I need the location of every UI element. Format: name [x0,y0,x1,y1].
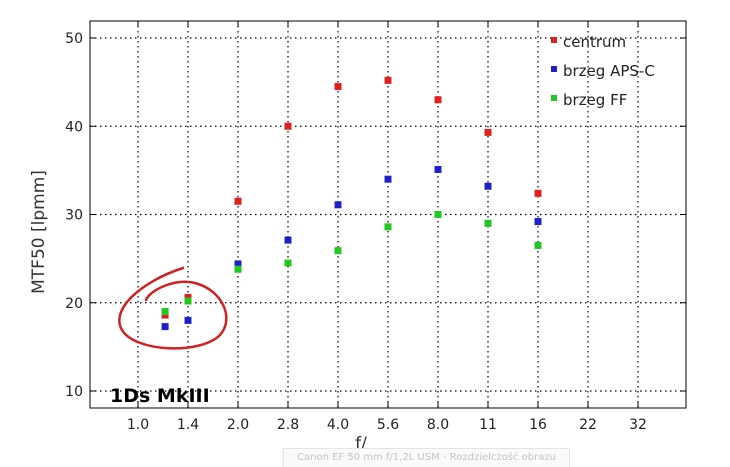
data-point [284,122,292,130]
legend: centrum brzeg APS-C brzeg FF [551,33,655,109]
data-point [334,247,342,255]
legend-marker [551,66,557,72]
legend-label: brzeg FF [563,91,627,109]
y-tick-label: 50 [65,31,83,47]
x-tick-label: 16 [529,417,547,433]
data-point [484,219,492,227]
y-axis-title: MTF50 [lpmm] [29,170,49,294]
camera-label: 1Ds MkIII [110,385,210,407]
x-tick-label: 8.0 [427,417,449,433]
data-point [334,83,342,91]
data-point [161,308,169,316]
y-axis: 10 20 30 40 50 [65,31,686,400]
image-caption: Canon EF 50 mm f/1,2L USM - Rozdzielczoś… [283,448,570,467]
x-tick-label: 2.0 [227,417,249,433]
data-point [384,175,392,183]
x-tick-label: 1.0 [127,417,149,433]
data-point [184,297,192,305]
y-tick-label: 30 [65,208,83,224]
x-tick-label: 32 [629,417,647,433]
data-point [534,241,542,249]
data-point [234,265,242,273]
legend-marker [551,95,557,101]
data-point [161,311,169,319]
plot-area [89,20,687,409]
legend-label: brzeg APS-C [563,62,655,80]
x-tick-label: 11 [479,417,497,433]
data-point [284,236,292,244]
data-point [184,293,192,301]
highlight-circle [118,266,228,350]
y-tick-label: 20 [65,296,83,312]
x-tick-label: 1.4 [177,417,199,433]
data-points [161,76,542,331]
data-point [484,182,492,190]
x-axis-title: f/ [355,434,367,454]
data-point [234,197,242,205]
x-tick-label: 5.6 [377,417,399,433]
x-axis: 1.0 1.4 2.0 2.8 4.0 5.6 8.0 11 16 22 32 [127,21,647,433]
data-point [161,323,169,331]
y-tick-label: 40 [65,119,83,135]
data-point [384,223,392,231]
data-point [434,211,442,218]
data-point [534,189,542,197]
data-point [184,316,192,324]
x-tick-label: 22 [579,417,597,433]
x-tick-label: 2.8 [277,417,299,433]
data-point [384,76,392,84]
data-point [434,165,442,173]
data-point [334,201,342,209]
y-tick-label: 10 [65,384,83,400]
data-point [284,259,292,267]
data-point [534,218,542,226]
data-point [234,260,242,268]
legend-marker [551,37,557,43]
data-point [484,128,492,136]
legend-label: centrum [563,33,626,51]
x-tick-label: 4.0 [327,417,349,433]
data-point [434,96,442,104]
